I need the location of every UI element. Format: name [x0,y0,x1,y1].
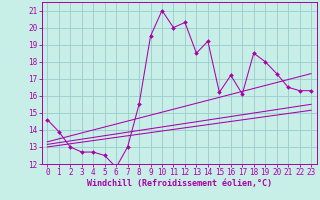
X-axis label: Windchill (Refroidissement éolien,°C): Windchill (Refroidissement éolien,°C) [87,179,272,188]
